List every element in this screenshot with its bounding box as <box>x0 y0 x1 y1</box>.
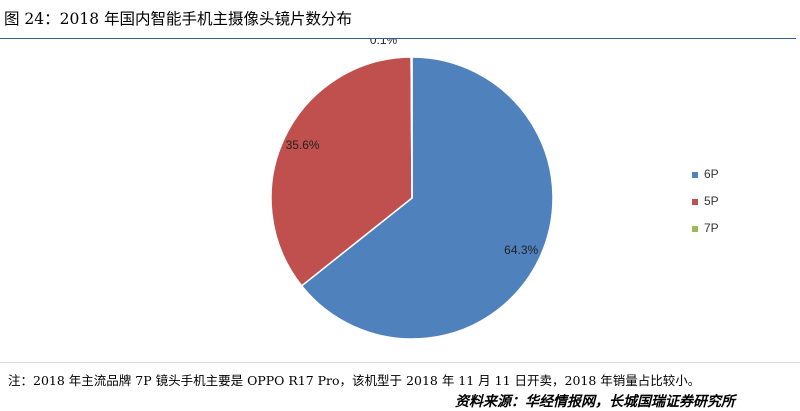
pie-slice-5P <box>270 56 413 287</box>
legend-label-5P: 5P <box>704 194 719 208</box>
pie-slice-6P <box>300 56 554 340</box>
pie-chart: 64.3% 35.6% 0.1% 6P 5P 7P <box>270 39 719 340</box>
figure-note: 注：2018 年主流品牌 7P 镜头手机主要是 OPPO R17 Pro，该机型… <box>8 373 701 388</box>
figure-title: 图 24：2018 年国内智能手机主摄像头镜片数分布 <box>4 10 353 28</box>
legend-swatch-6P <box>692 172 698 178</box>
note-rule <box>0 362 800 363</box>
legend-label-6P: 6P <box>704 167 719 181</box>
pie-value-labels: 64.3% 35.6% 0.1% <box>286 39 539 257</box>
chart-legend: 6P 5P 7P <box>692 167 719 235</box>
pie-value-label-7P: 0.1% <box>370 39 398 47</box>
title-rule <box>0 38 796 39</box>
legend-swatch-5P <box>692 199 698 205</box>
pie-slice-7P <box>410 56 413 199</box>
figure-source: 资料来源：华经情报网，长城国瑞证券研究所 <box>455 394 735 410</box>
pie-slices <box>270 56 554 340</box>
legend-label-7P: 7P <box>704 221 719 235</box>
legend-swatch-7P <box>692 226 698 232</box>
pie-value-label-5P: 35.6% <box>286 138 320 152</box>
pie-value-label-6P: 64.3% <box>504 243 538 257</box>
